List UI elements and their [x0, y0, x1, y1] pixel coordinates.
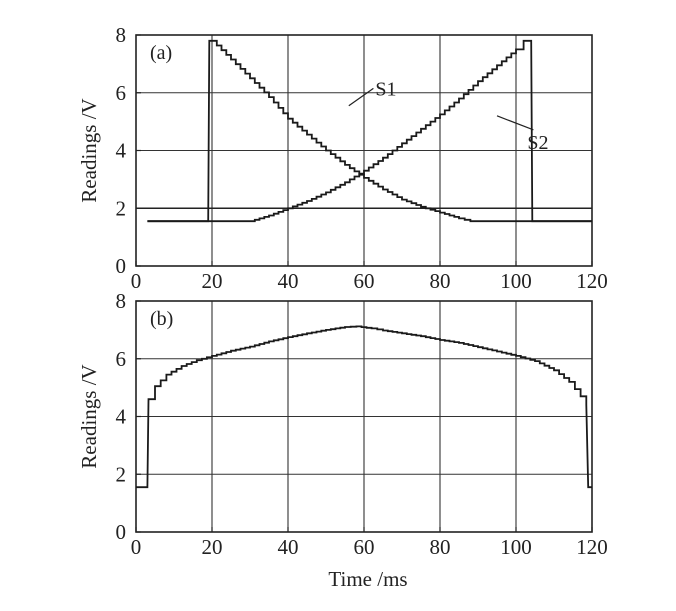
x-tick-label: 120: [576, 269, 608, 293]
y-tick-label: 6: [116, 81, 127, 105]
x-tick-label: 20: [202, 535, 223, 559]
x-tick-label: 40: [278, 269, 299, 293]
y-tick-label: 6: [116, 347, 127, 371]
x-tick-label: 100: [500, 535, 532, 559]
series-line-s2: [147, 39, 592, 223]
y-axis-label: Readings /V: [77, 98, 101, 202]
series-line-0: [136, 325, 592, 489]
x-tick-label: 0: [131, 535, 142, 559]
y-tick-label: 2: [116, 196, 127, 220]
x-tick-label: 100: [500, 269, 532, 293]
x-tick-label: 60: [354, 269, 375, 293]
series-label-leader: [496, 115, 534, 131]
x-tick-label: 80: [430, 535, 451, 559]
series-line-s1: [147, 39, 592, 223]
x-tick-label: 60: [354, 535, 375, 559]
panel-b: 0 20 40 60 80 100 120 0 2 4 6 8 Readings /V (b): [77, 289, 608, 559]
series-label-s1: S1: [375, 78, 396, 100]
y-tick-label: 4: [116, 405, 127, 429]
y-tick-label: 8: [116, 23, 127, 47]
y-tick-label: 4: [116, 139, 127, 163]
x-tick-label: 20: [202, 269, 223, 293]
y-tick-label: 0: [116, 254, 127, 278]
x-tick-label: 80: [430, 269, 451, 293]
series-label-leader: [348, 87, 374, 107]
panel-label: (b): [150, 308, 173, 330]
x-tick-label: 0: [131, 269, 142, 293]
y-axis-label: Readings /V: [77, 364, 101, 468]
y-tick-label: 2: [116, 462, 127, 486]
x-axis-label: Time /ms: [328, 567, 407, 591]
panel-a: 0 20 40 60 80 100 120 0 2 4 6 8 Readings /V (a) S1 S2: [77, 23, 608, 293]
x-tick-label: 120: [576, 535, 608, 559]
y-tick-label: 0: [116, 520, 127, 544]
series-label-s2: S2: [527, 132, 548, 154]
panel-label: (a): [150, 42, 172, 64]
x-tick-label: 40: [278, 535, 299, 559]
y-tick-label: 8: [116, 289, 127, 313]
